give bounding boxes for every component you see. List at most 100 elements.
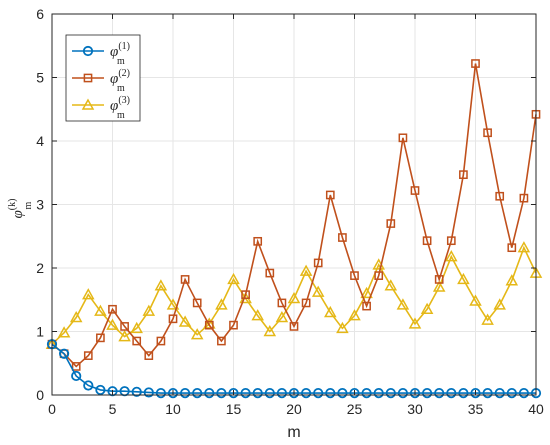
data-point bbox=[167, 387, 179, 399]
data-point bbox=[227, 272, 240, 285]
data-point bbox=[396, 298, 410, 310]
ticks: 0 5 10 15 20 25 30 35 40 0 1 2 3 4 5 6 bbox=[36, 6, 544, 417]
data-point bbox=[192, 387, 203, 399]
data-point bbox=[58, 348, 70, 359]
data-point bbox=[71, 370, 82, 382]
data-point bbox=[518, 387, 530, 399]
data-point bbox=[168, 314, 178, 324]
data-point bbox=[420, 302, 434, 315]
data-point bbox=[348, 309, 361, 321]
data-point bbox=[69, 310, 83, 323]
x-tick-label: 20 bbox=[286, 401, 302, 417]
data-point bbox=[457, 272, 470, 285]
data-point bbox=[299, 264, 313, 276]
y-tick-label: 0 bbox=[36, 387, 44, 403]
data-point bbox=[154, 279, 168, 291]
data-point bbox=[106, 318, 119, 330]
data-point bbox=[374, 271, 384, 280]
data-point bbox=[216, 387, 227, 399]
data-point bbox=[96, 333, 105, 343]
y-tick-label: 2 bbox=[36, 260, 44, 276]
data-point bbox=[446, 387, 457, 399]
legend-label-sub: m bbox=[117, 56, 125, 67]
data-point bbox=[446, 236, 456, 246]
series-1 bbox=[46, 339, 542, 399]
data-point bbox=[495, 191, 505, 201]
x-tick-label: 0 bbox=[48, 401, 56, 417]
y-tick-label: 6 bbox=[36, 6, 44, 22]
data-point bbox=[338, 233, 347, 242]
data-point bbox=[325, 190, 335, 200]
data-point bbox=[397, 387, 408, 399]
y-axis-label-sub: m bbox=[23, 202, 34, 210]
data-point bbox=[519, 193, 529, 203]
legend-label-sub: m bbox=[117, 83, 125, 94]
data-point bbox=[264, 387, 275, 399]
legend: φ(1)mφ(2)mφ(3)m bbox=[65, 34, 141, 122]
data-point bbox=[458, 387, 469, 399]
data-point bbox=[311, 285, 325, 297]
data-point bbox=[422, 236, 432, 246]
legend-marker bbox=[82, 45, 94, 57]
data-point bbox=[410, 186, 420, 195]
data-point bbox=[57, 326, 71, 338]
data-point bbox=[471, 59, 480, 68]
data-point bbox=[263, 324, 277, 337]
legend-label: φ(2) bbox=[110, 68, 130, 87]
data-point bbox=[301, 298, 311, 308]
data-point bbox=[118, 330, 131, 342]
x-tick-label: 30 bbox=[407, 401, 423, 417]
legend-label: φ(3) bbox=[110, 95, 130, 114]
data-point bbox=[481, 313, 494, 325]
legend-marker bbox=[81, 98, 95, 110]
legend-entry-3: φ(3)m bbox=[72, 95, 130, 121]
y-axis-label: φ(k) m bbox=[7, 199, 34, 219]
data-point bbox=[229, 320, 238, 330]
series-line bbox=[51, 63, 537, 368]
data-point bbox=[277, 298, 287, 308]
data-point bbox=[349, 387, 360, 399]
x-tick-label: 40 bbox=[528, 401, 544, 417]
legend-marker bbox=[83, 73, 93, 83]
data-point bbox=[324, 305, 337, 318]
data-point bbox=[120, 322, 129, 331]
data-point bbox=[483, 128, 492, 138]
data-point bbox=[203, 317, 216, 329]
data-point bbox=[228, 387, 239, 399]
data-point bbox=[166, 298, 180, 310]
data-point bbox=[265, 268, 275, 278]
legend-label: φ(1) bbox=[110, 41, 130, 60]
data-point bbox=[409, 387, 421, 399]
x-tick-label: 15 bbox=[226, 401, 242, 417]
data-point bbox=[434, 387, 445, 399]
data-point bbox=[385, 387, 396, 399]
series-3 bbox=[45, 241, 543, 349]
data-point bbox=[130, 321, 143, 334]
data-point bbox=[131, 386, 142, 397]
data-point bbox=[360, 286, 373, 299]
data-point bbox=[398, 133, 408, 143]
data-point bbox=[178, 315, 192, 327]
x-tick-label: 10 bbox=[165, 401, 181, 417]
data-point bbox=[373, 387, 384, 399]
data-point bbox=[288, 387, 300, 399]
data-point bbox=[83, 351, 93, 360]
data-point bbox=[384, 279, 398, 291]
data-point bbox=[336, 321, 349, 334]
data-point bbox=[432, 280, 446, 292]
data-point bbox=[95, 384, 106, 396]
data-point bbox=[180, 275, 190, 284]
data-point bbox=[493, 298, 506, 310]
data-point bbox=[517, 241, 531, 253]
data-point bbox=[313, 258, 323, 268]
x-tick-label: 5 bbox=[109, 401, 117, 417]
data-point bbox=[469, 294, 482, 306]
data-point bbox=[240, 387, 251, 399]
y-axis-label-text: φ(k) bbox=[7, 199, 26, 219]
data-point bbox=[143, 387, 154, 398]
data-point bbox=[300, 387, 312, 399]
data-point bbox=[215, 298, 228, 310]
data-point bbox=[494, 387, 505, 399]
data-point bbox=[361, 387, 372, 399]
